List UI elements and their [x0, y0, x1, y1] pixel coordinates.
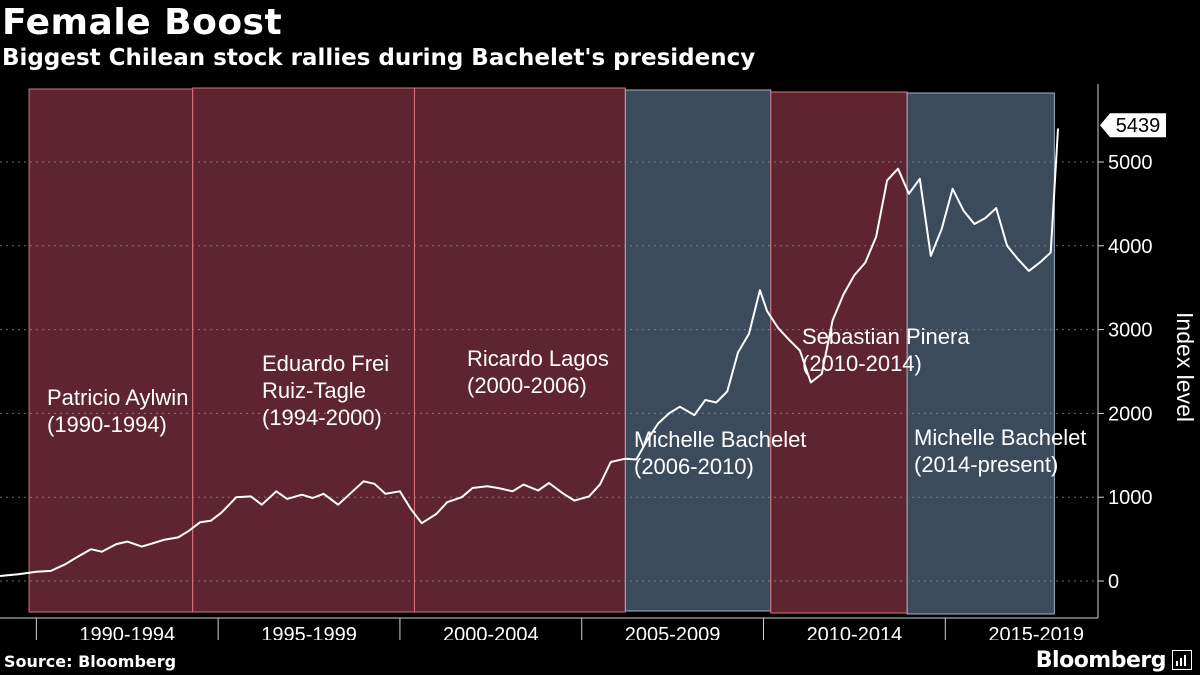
x-tick-label-0: 1990-1994	[79, 624, 175, 640]
chart-canvas: 0 1000 2000 3000 4000 5000 Index level 1990-199…	[0, 84, 1198, 640]
y-tick-label-2000: 2000	[1108, 403, 1153, 425]
period-label-5: Michelle Bachelet(2014-present)	[914, 425, 1086, 477]
period-box-3	[624, 89, 772, 612]
x-tick-label-1: 1995-1999	[261, 624, 357, 640]
period-label-line: Patricio Aylwin	[47, 385, 188, 410]
period-label-line: (1990-1994)	[47, 412, 167, 437]
x-tick-label-2: 2000-2004	[443, 624, 539, 640]
y-tick-label-4000: 4000	[1108, 236, 1153, 258]
period-label-line: Eduardo Frei	[262, 351, 389, 376]
period-box-1	[192, 87, 415, 613]
chart-title: Female Boost	[2, 2, 283, 43]
x-tick-label-3: 2005-2009	[625, 624, 721, 640]
last-value-label: 5439	[1116, 115, 1161, 137]
period-label-line: (2006-2010)	[634, 454, 754, 479]
y-tick-label-0: 0	[1108, 571, 1119, 593]
period-label-line: Michelle Bachelet	[634, 427, 806, 452]
period-label-line: (1994-2000)	[262, 405, 382, 430]
source-note: Source: Bloomberg	[4, 652, 177, 671]
y-axis-title: Index level	[1172, 312, 1198, 422]
period-label-line: Michelle Bachelet	[914, 425, 1086, 450]
last-value-marker	[1100, 113, 1166, 138]
chart-subtitle: Biggest Chilean stock rallies during Bac…	[2, 45, 756, 71]
y-tick-label-3000: 3000	[1108, 320, 1153, 342]
period-label-2: Ricardo Lagos(2000-2006)	[467, 346, 609, 398]
period-box-2	[413, 87, 626, 613]
bloomberg-logo: Bloomberg	[1035, 648, 1167, 673]
period-label-line: Ruiz-Tagle	[262, 378, 366, 403]
period-box-0	[28, 88, 194, 613]
x-tick-label-4: 2010-2014	[807, 624, 903, 640]
period-label-line: (2010-2014)	[802, 351, 922, 376]
x-tick-label-5: 2015-2019	[988, 624, 1084, 640]
period-label-line: Ricardo Lagos	[467, 346, 609, 371]
period-label-3: Michelle Bachelet(2006-2010)	[634, 427, 806, 479]
period-label-line: (2014-present)	[914, 452, 1058, 477]
y-tick-label-1000: 1000	[1108, 487, 1153, 509]
y-tick-label-5000: 5000	[1108, 152, 1153, 174]
index-line	[0, 128, 1059, 577]
bloomberg-terminal-icon	[1172, 650, 1192, 670]
period-label-0: Patricio Aylwin(1990-1994)	[47, 385, 188, 437]
period-label-line: (2000-2006)	[467, 373, 587, 398]
period-box-5	[906, 92, 1055, 615]
